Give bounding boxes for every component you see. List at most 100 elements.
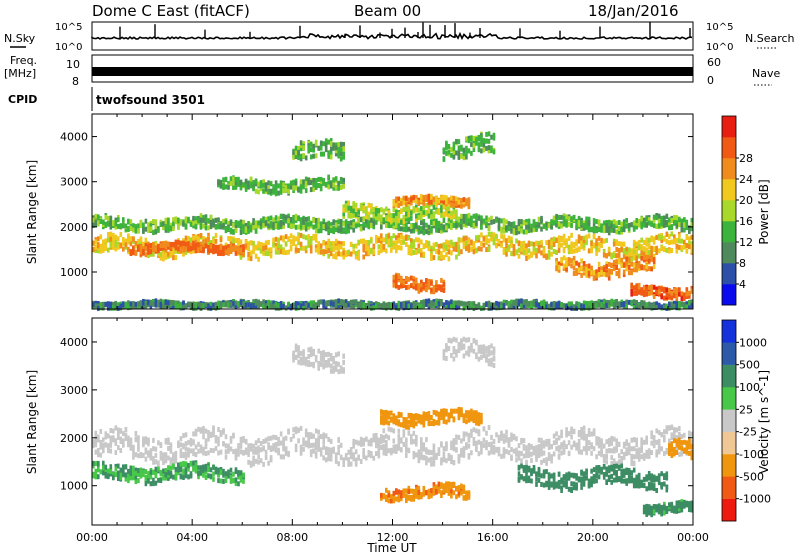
power-cell: [562, 215, 566, 221]
power-cell: [214, 232, 218, 238]
power-cell: [590, 270, 593, 276]
power-cell: [319, 176, 323, 182]
velocity-cell: [112, 435, 115, 441]
power-cell: [665, 214, 669, 220]
velocity-cell: [182, 453, 185, 459]
power-cell: [500, 218, 503, 224]
power-cell: [274, 223, 278, 229]
power-cell: [582, 304, 586, 310]
power-cell: [329, 146, 333, 152]
power-cell: [492, 149, 496, 155]
power-cell: [287, 218, 290, 224]
velocity-cell: [119, 428, 123, 434]
power-cell: [227, 302, 230, 308]
power-cell: [670, 290, 674, 296]
power-cell: [462, 155, 466, 161]
power-cell: [495, 305, 498, 311]
power-cell: [412, 284, 416, 290]
power-cell: [217, 304, 220, 310]
power-cell: [480, 134, 483, 140]
power-cell: [630, 250, 633, 256]
power-cell: [352, 202, 355, 208]
power-cell: [457, 145, 461, 151]
power-cell: [492, 132, 496, 138]
power-cell: [678, 287, 681, 293]
power-cell: [157, 302, 160, 308]
power-cell: [652, 264, 656, 270]
power-cell: [239, 254, 243, 260]
power-cell: [322, 224, 325, 230]
power-cell: [470, 239, 473, 245]
power-cell: [400, 201, 403, 207]
power-cell: [440, 254, 443, 260]
power-cell: [625, 304, 628, 309]
power-cell: [397, 232, 401, 238]
power-cell: [422, 243, 426, 249]
power-cell: [422, 195, 426, 201]
power-cell: [647, 301, 651, 307]
power-cell: [307, 221, 310, 227]
power-cell: [550, 301, 553, 307]
power-cell: [302, 245, 305, 251]
power-cell: [537, 248, 541, 254]
power-cell: [407, 244, 411, 250]
power-cell: [505, 300, 508, 305]
power-cell: [344, 222, 348, 228]
power-cell: [582, 220, 586, 226]
power-cell: [557, 242, 561, 248]
power-cell: [632, 249, 636, 255]
power-cell: [597, 227, 601, 233]
power-cell: [169, 222, 173, 228]
power-cell: [495, 217, 498, 223]
power-cell: [294, 247, 298, 253]
power-cell: [415, 226, 418, 232]
power-cell: [227, 226, 230, 232]
power-cell: [492, 236, 496, 242]
power-cell: [430, 280, 433, 286]
power-cell: [339, 226, 343, 232]
power-cell: [272, 242, 275, 248]
power-cell: [680, 296, 684, 302]
power-cell: [542, 247, 546, 253]
colorbar-tick-label: 12: [739, 236, 753, 249]
power-cell: [570, 232, 573, 238]
power-cell: [540, 242, 543, 248]
power-cell: [637, 263, 641, 269]
power-cell: [472, 213, 476, 219]
power-cell: [289, 217, 293, 222]
power-cell: [214, 303, 218, 309]
power-cell: [362, 221, 365, 227]
power-cell: [385, 303, 388, 309]
power-cell: [615, 247, 618, 252]
power-cell: [207, 248, 210, 254]
power-cell: [675, 294, 679, 300]
power-cell: [114, 246, 118, 252]
power-cell: [352, 303, 355, 309]
power-cell: [134, 224, 138, 230]
power-cell: [617, 248, 621, 253]
power-cell: [617, 226, 621, 231]
power-cell: [575, 301, 578, 307]
velocity-cell: [184, 446, 188, 452]
velocity-cell: [137, 439, 140, 445]
power-cell: [377, 303, 381, 309]
power-cell: [397, 235, 401, 241]
nsearch-tick-high: 10^5: [706, 22, 733, 33]
power-cell: [332, 142, 335, 148]
power-cell: [134, 251, 138, 256]
velocity-cell: [164, 439, 168, 445]
power-cell: [327, 242, 330, 248]
power-cell: [412, 244, 416, 250]
power-cell: [224, 300, 228, 306]
power-cell: [688, 300, 691, 306]
power-cell: [122, 222, 125, 228]
power-cell: [625, 251, 628, 257]
power-cell: [337, 228, 340, 234]
power-cell: [352, 208, 355, 214]
power-cell: [174, 244, 178, 250]
power-cell: [342, 151, 345, 157]
power-cell: [365, 251, 368, 257]
power-cell: [663, 247, 666, 252]
power-cell: [620, 262, 623, 268]
power-cell: [184, 224, 188, 230]
